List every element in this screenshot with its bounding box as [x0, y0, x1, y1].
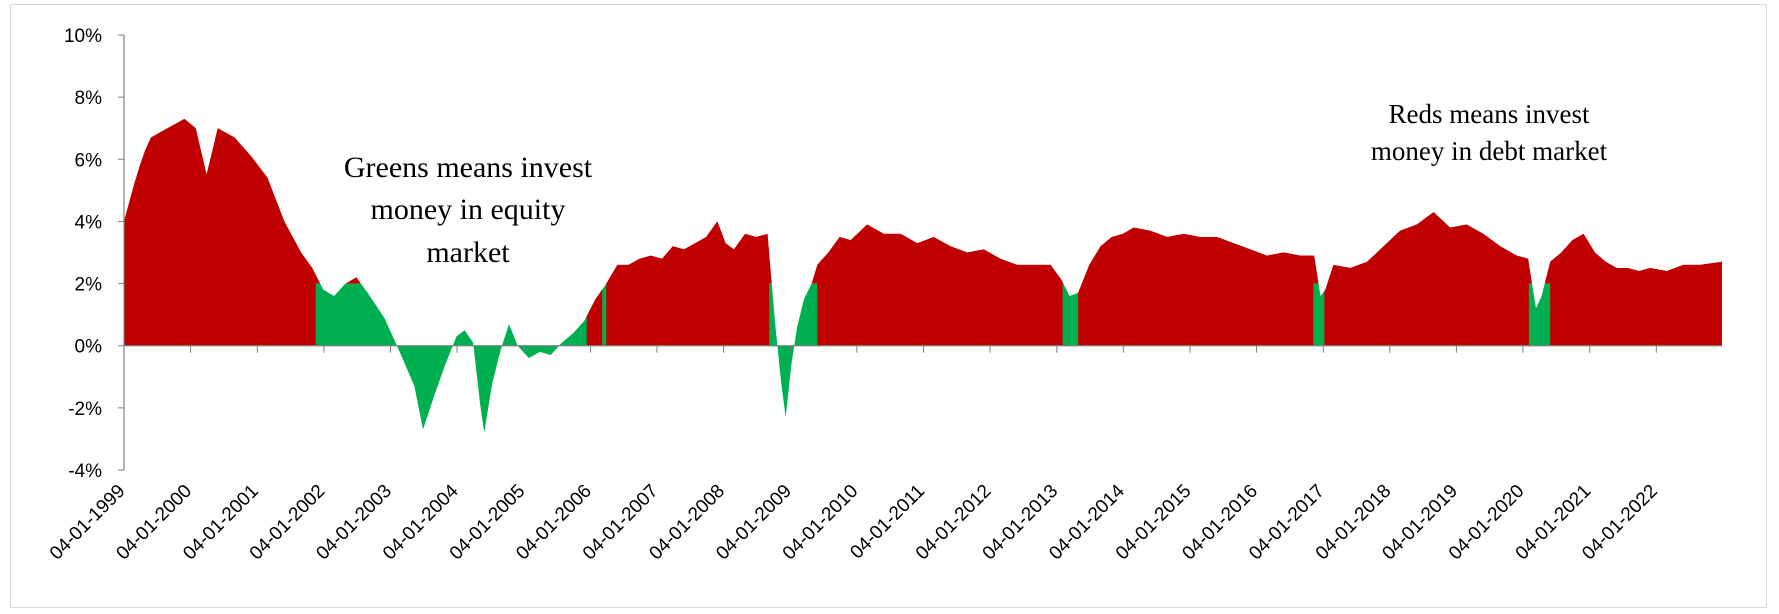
red-note-line-1: Reds means invest	[1389, 99, 1590, 129]
debt-period-area	[1078, 227, 1314, 346]
red-note-line-2: money in debt market	[1371, 136, 1608, 166]
y-tick-label: -2%	[68, 399, 102, 420]
area-layer	[124, 118, 1722, 433]
debt-period-area	[1324, 212, 1529, 346]
debt-period-area	[124, 118, 316, 346]
y-tick-label: 10%	[64, 26, 102, 47]
green-note-line-2: money in equity	[371, 193, 566, 226]
series-area-green	[124, 283, 1722, 433]
green-note-line-1: Greens means invest	[344, 151, 593, 184]
y-tick-label: 4%	[75, 212, 103, 233]
y-tick-label: 0%	[75, 337, 103, 358]
y-tick-label: 8%	[75, 88, 103, 109]
annotation-layer: Greens means invest money in equity mark…	[344, 99, 1608, 269]
y-tick-label: 6%	[75, 150, 103, 171]
y-tick-label: 2%	[75, 275, 103, 296]
y-tick-label: -4%	[68, 461, 102, 482]
debt-period-area	[817, 224, 1063, 346]
debt-period-area	[586, 289, 603, 346]
debt-period-area	[606, 221, 770, 346]
debt-period-area	[1550, 233, 1722, 346]
green-note-line-3: market	[426, 236, 510, 269]
